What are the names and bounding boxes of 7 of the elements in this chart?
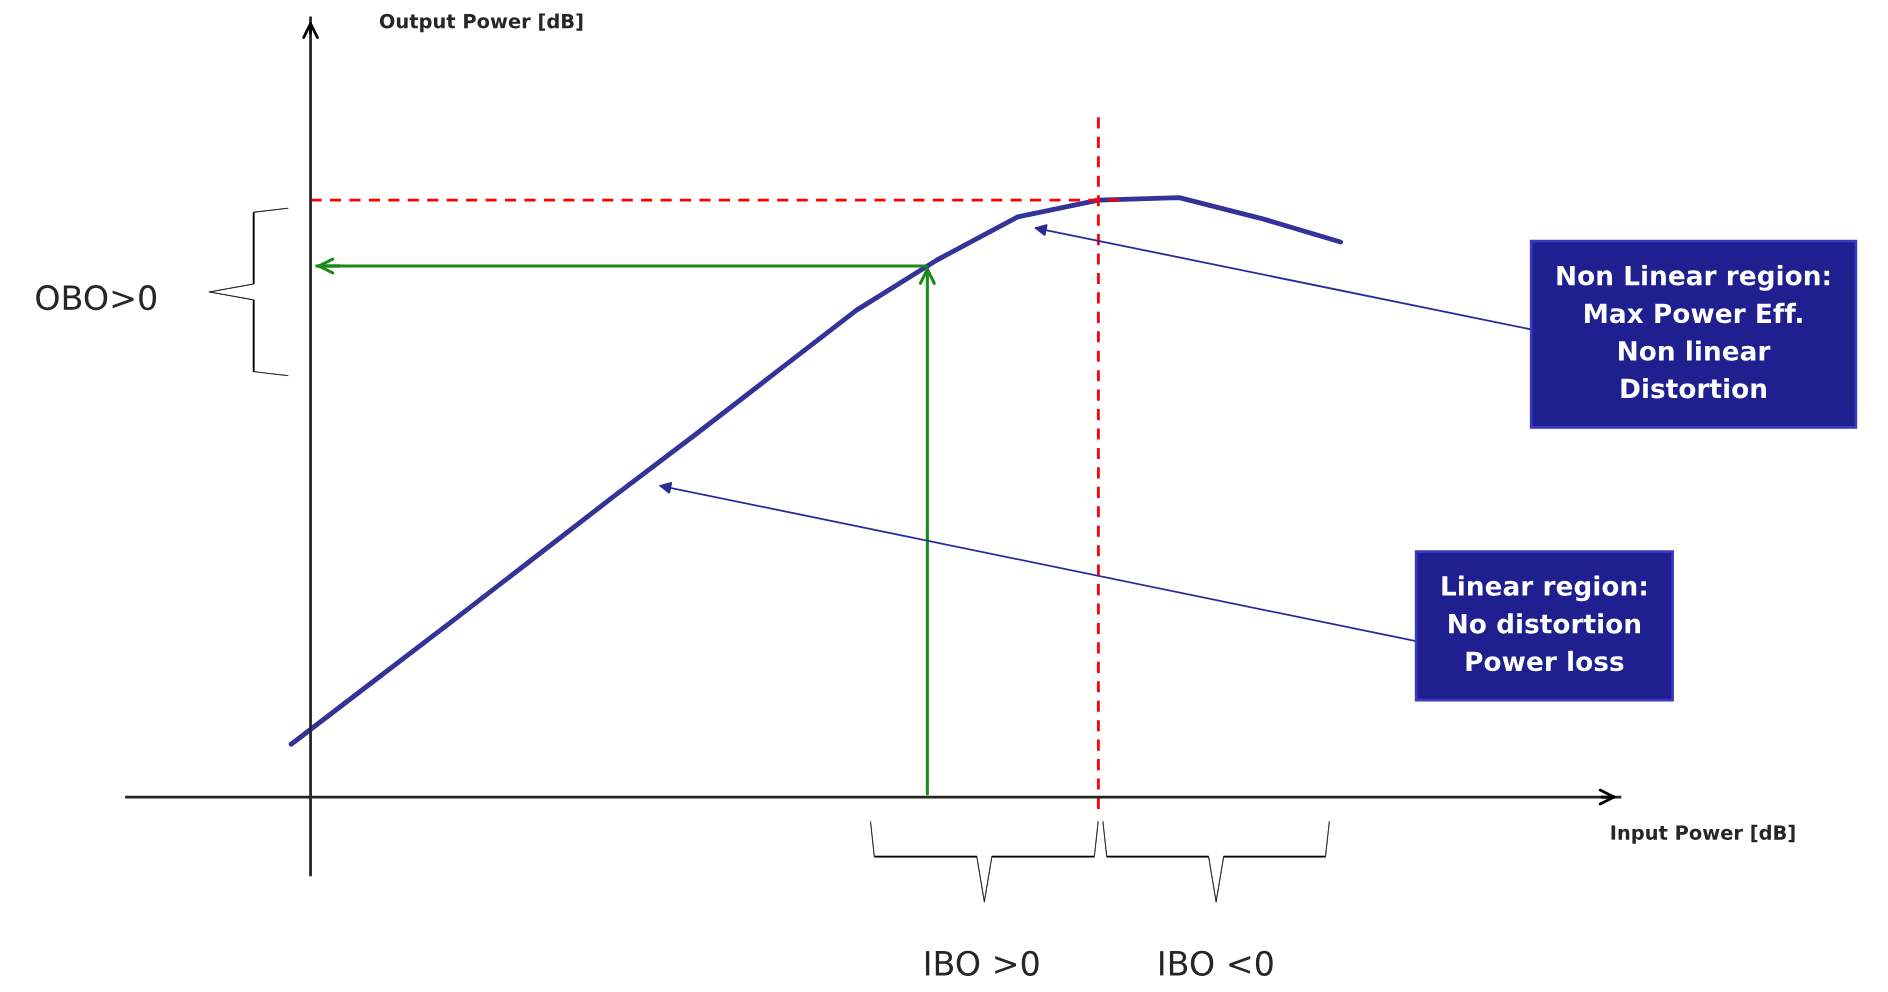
text: Input Power [dB] — [1611, 824, 1795, 844]
text: OBO>0 — [36, 285, 157, 311]
text: Linear region: No distortion Power loss — [1442, 575, 1646, 672]
text: Output Power [dB] — [379, 13, 583, 33]
text: IBO >0 — [925, 950, 1039, 976]
text: IBO <0 — [1160, 950, 1273, 976]
text: Non Linear region: Max Power Eff. Non linear Distortion — [1557, 265, 1830, 399]
